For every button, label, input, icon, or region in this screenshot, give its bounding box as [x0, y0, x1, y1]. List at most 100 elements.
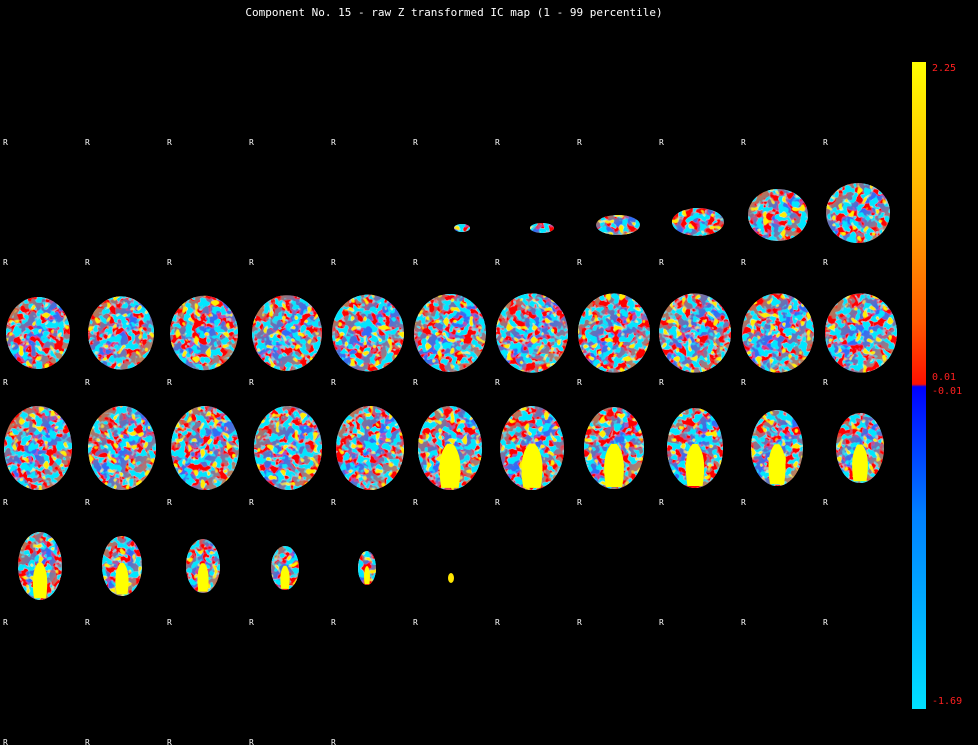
brain-slice [836, 413, 884, 483]
colorbar [912, 62, 926, 709]
figure-title: Component No. 15 - raw Z transformed IC … [245, 6, 663, 19]
orientation-marker: R [167, 738, 172, 745]
orientation-marker: R [413, 378, 418, 387]
orientation-marker: R [741, 258, 746, 267]
brain-slice [448, 573, 454, 583]
brain-slice [530, 223, 554, 233]
colorbar-min-label: -1.69 [932, 696, 963, 707]
orientation-marker: R [823, 378, 828, 387]
orientation-marker: R [823, 498, 828, 507]
orientation-marker: R [3, 138, 8, 147]
brain-slice [88, 296, 154, 370]
brain-slice [672, 208, 724, 236]
orientation-marker: R [659, 498, 664, 507]
orientation-marker: R [167, 378, 172, 387]
brain-slice [667, 408, 723, 488]
orientation-marker: R [741, 378, 746, 387]
brain-slice [500, 406, 564, 490]
brain-slice [88, 406, 156, 490]
brain-slice [496, 293, 568, 373]
hotspot-region [604, 443, 624, 487]
brain-slice [336, 406, 404, 490]
orientation-marker: R [167, 498, 172, 507]
brain-slice [454, 224, 470, 232]
brain-slice [596, 215, 640, 235]
orientation-marker: R [413, 258, 418, 267]
brain-slice [170, 295, 238, 371]
orientation-marker: R [3, 378, 8, 387]
brain-slice [271, 546, 299, 590]
brain-slice [358, 551, 376, 585]
orientation-marker: R [249, 618, 254, 627]
brain-slice [171, 406, 239, 490]
brain-slice [742, 293, 814, 373]
orientation-marker: R [741, 138, 746, 147]
brain-slice [102, 536, 142, 596]
orientation-marker: R [3, 618, 8, 627]
brain-slice [186, 539, 220, 593]
orientation-marker: R [577, 258, 582, 267]
hotspot-region [280, 565, 290, 589]
orientation-marker: R [413, 618, 418, 627]
orientation-marker: R [3, 498, 8, 507]
orientation-marker: R [3, 258, 8, 267]
brain-slice [825, 293, 897, 373]
brain-slice [578, 293, 650, 373]
orientation-marker: R [659, 258, 664, 267]
orientation-marker: R [413, 498, 418, 507]
orientation-marker: R [249, 258, 254, 267]
orientation-marker: R [577, 138, 582, 147]
brain-slice [659, 293, 731, 373]
colorbar-neg-min-label: -0.01 [932, 386, 963, 397]
orientation-marker: R [577, 618, 582, 627]
orientation-marker: R [85, 498, 90, 507]
hotspot-region [852, 444, 868, 482]
orientation-marker: R [741, 618, 746, 627]
orientation-marker: R [495, 258, 500, 267]
brain-slice [18, 532, 62, 600]
brain-slice [748, 189, 808, 241]
brain-slice [252, 295, 322, 371]
hotspot-region [685, 444, 705, 486]
orientation-marker: R [331, 258, 336, 267]
orientation-marker: R [249, 498, 254, 507]
orientation-marker: R [249, 378, 254, 387]
orientation-marker: R [577, 498, 582, 507]
orientation-marker: R [249, 738, 254, 745]
orientation-marker: R [331, 738, 336, 745]
hotspot-region [115, 563, 129, 595]
orientation-marker: R [495, 378, 500, 387]
orientation-marker: R [85, 258, 90, 267]
orientation-marker: R [823, 258, 828, 267]
colorbar-max-label: 2.25 [932, 63, 957, 74]
orientation-marker: R [331, 138, 336, 147]
brain-slice [826, 183, 890, 243]
hotspot-region [32, 562, 48, 599]
brain-slice [751, 410, 803, 486]
slice-montage: R R R R R R R R R R R R R R R R R R R R R R R R R R R R R R R R R R R R R R R R… [3, 138, 897, 745]
orientation-marker: R [85, 738, 90, 745]
hotspot-region [364, 566, 370, 585]
brain-slice [6, 297, 70, 369]
orientation-marker: R [331, 618, 336, 627]
orientation-marker: R [823, 138, 828, 147]
colorbar-pos-min-label: 0.01 [932, 372, 957, 383]
brain-slice [414, 294, 486, 372]
orientation-marker: R [167, 258, 172, 267]
orientation-marker: R [577, 378, 582, 387]
orientation-marker: R [3, 738, 8, 745]
orientation-marker: R [659, 138, 664, 147]
orientation-marker: R [167, 138, 172, 147]
orientation-marker: R [659, 618, 664, 627]
orientation-marker: R [495, 618, 500, 627]
hotspot-region [521, 443, 543, 488]
orientation-marker: R [85, 378, 90, 387]
orientation-marker: R [741, 498, 746, 507]
orientation-marker: R [823, 618, 828, 627]
brain-slice [418, 406, 482, 490]
orientation-marker: R [85, 138, 90, 147]
orientation-marker: R [413, 138, 418, 147]
orientation-marker: R [167, 618, 172, 627]
orientation-marker: R [659, 378, 664, 387]
orientation-marker: R [249, 138, 254, 147]
